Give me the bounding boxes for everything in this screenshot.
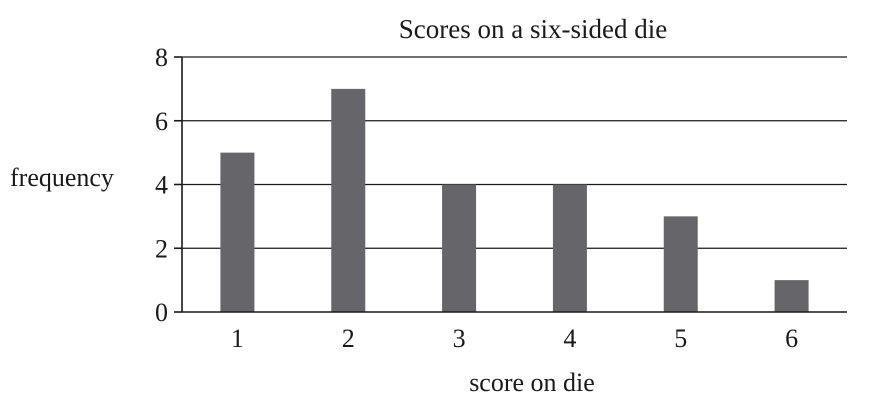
x-tick-label-3: 3 — [453, 324, 466, 353]
bar-3 — [442, 184, 477, 312]
x-tick-labels: 1 2 3 4 5 6 — [231, 324, 798, 353]
x-tick-label-6: 6 — [785, 324, 798, 353]
y-axis-label: frequency — [10, 163, 114, 192]
x-tick-label-4: 4 — [563, 324, 576, 353]
bar-6 — [774, 280, 809, 312]
x-tick-label-2: 2 — [342, 324, 355, 353]
chart-title: Scores on a six-sided die — [399, 14, 667, 44]
y-tick-label-2: 2 — [155, 234, 168, 263]
y-tick-label-6: 6 — [155, 107, 168, 136]
axes — [174, 56, 847, 313]
y-tick-label-4: 4 — [155, 171, 168, 200]
x-axis-label: score on die — [469, 368, 595, 397]
y-tick-labels: 0 2 4 6 8 — [155, 43, 168, 327]
bars — [220, 88, 809, 312]
x-tick-label-1: 1 — [231, 324, 244, 353]
bar-5 — [663, 216, 698, 312]
y-tick-label-0: 0 — [155, 298, 168, 327]
bar-1 — [220, 152, 255, 312]
bar-2 — [331, 88, 366, 312]
bar-4 — [552, 184, 587, 312]
x-tick-label-5: 5 — [674, 324, 687, 353]
gridlines — [182, 56, 847, 249]
y-tick-label-8: 8 — [155, 43, 168, 72]
